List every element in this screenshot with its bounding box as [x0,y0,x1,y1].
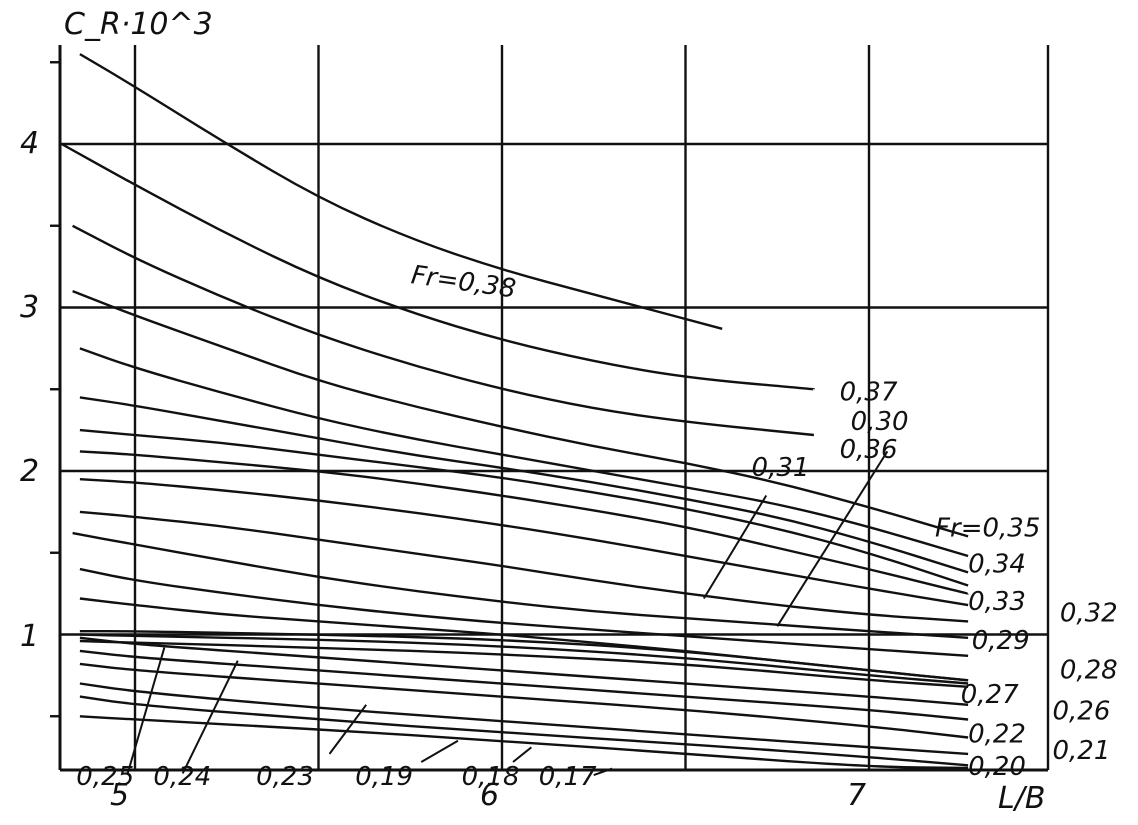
curve-label-036: 0,36 [840,435,898,465]
curve-label-018: 0,18 [462,762,520,792]
curve-label-032: 0,32 [1060,598,1118,628]
curve-label-017: 0,17 [539,762,597,792]
curve-label-023: 0,23 [256,762,314,792]
x-tick-6: 6 [480,778,499,813]
curve-label-030: 0,30 [851,407,909,437]
curve-023 [79,639,969,688]
curve-037 [61,142,816,391]
curve-035 [72,289,969,538]
y-tick-4: 4 [20,126,39,161]
curve-018 [79,695,969,767]
leader-line-2 [126,647,166,774]
curve-032 [79,428,969,587]
curve-label-021: 0,21 [1053,736,1111,766]
curve-020 [79,662,969,739]
x-axis-title: L/B [998,781,1045,816]
curve-label-034: 0,34 [968,549,1026,579]
leader-line-0 [702,495,768,600]
curve-label-026: 0,26 [1053,697,1111,727]
curve-028 [72,531,969,639]
curve-label-031: 0,31 [752,453,810,483]
leader-line-6 [512,746,532,763]
curves [61,53,970,770]
curve-label-025: 0,25 [76,762,134,792]
curve-label-022: 0,22 [968,719,1026,749]
y-tick-1: 1 [20,619,39,654]
grid-lines [50,45,1050,772]
curve-034 [79,347,969,558]
y-axis-title: C_R·10^3 [64,7,213,42]
curve-label-035: Fr=0,35 [935,513,1040,543]
curve-038 [79,53,723,330]
curve-031 [79,450,970,595]
curve-022 [79,636,969,706]
curve-label-033: 0,33 [968,587,1026,617]
curve-027 [79,567,969,657]
curve-033 [79,396,969,574]
curve-label-019: 0,19 [355,762,413,792]
leader-line-5 [420,739,459,763]
curve-label-029: 0,29 [972,626,1030,656]
curve-label-028: 0,28 [1060,656,1118,686]
curve-019 [79,682,969,756]
leader-lines [126,450,889,777]
curve-030 [79,478,969,607]
curve-025 [79,630,969,682]
y-axis-title-main: C_R·10^3 [64,7,213,42]
y-tick-3: 3 [20,290,39,325]
curve-label-024: 0,24 [153,762,211,792]
leader-line-1 [776,450,889,627]
x-tick-7: 7 [847,778,866,813]
x-tick-5: 5 [110,778,129,813]
curve-label-027: 0,27 [961,680,1019,710]
curve-label-037: 0,37 [840,378,898,408]
curve-021 [79,649,969,721]
curve-029 [79,510,969,623]
leader-line-7 [593,767,613,777]
leader-line-4 [328,704,368,755]
curve-024 [79,633,970,685]
leader-line-3 [181,660,239,774]
curve-label-020: 0,20 [968,752,1026,782]
curve-036 [72,224,815,437]
y-tick-2: 2 [20,454,39,489]
